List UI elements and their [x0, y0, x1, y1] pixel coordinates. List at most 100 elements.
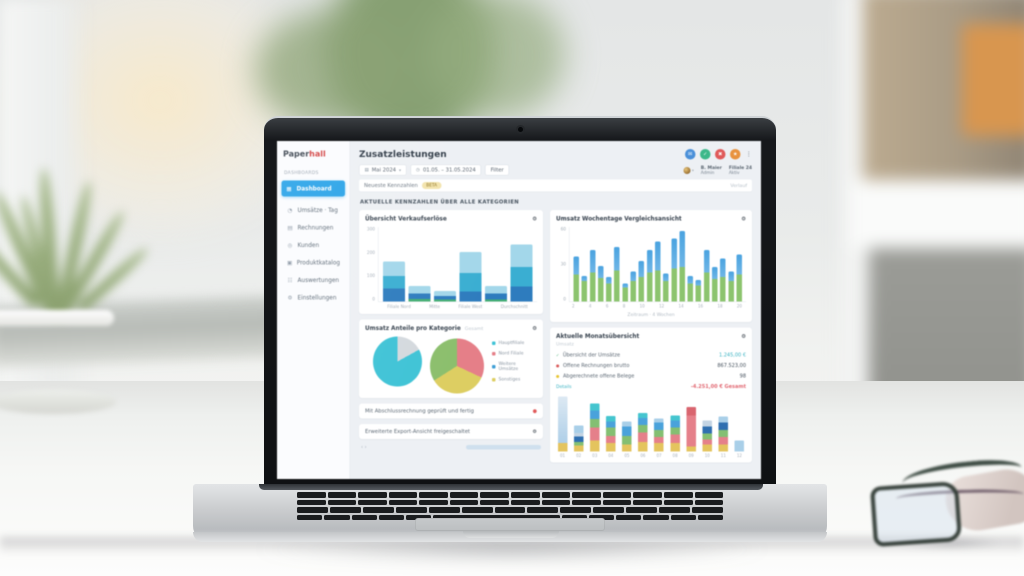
x-tick-label: 04	[608, 453, 614, 459]
key	[588, 514, 614, 520]
bar-segment	[484, 293, 507, 300]
legend-swatch	[491, 377, 496, 382]
sidebar-nav: ▦ Dashboard ◔ Umsätze · Tag ▤ Rechnungen ◎ Kund…	[281, 180, 345, 306]
y-tick-label: 300	[366, 227, 375, 232]
sidebar-item-dashboard[interactable]: ▦ Dashboard	[281, 180, 345, 197]
sidebar-item-einstellungen[interactable]: ⚙ Einstellungen	[283, 290, 344, 305]
alert-dot-icon[interactable]: ●	[532, 408, 537, 414]
bar-segment-green	[646, 272, 653, 302]
bar	[408, 286, 431, 302]
bar-segment-blue	[638, 260, 645, 277]
stat-label: Offene Rechnungen brutto	[562, 363, 630, 369]
gear-icon[interactable]: ⚙	[532, 325, 537, 332]
laptop-base	[193, 484, 827, 542]
key	[297, 507, 328, 513]
bar-segment	[459, 272, 482, 292]
bar	[671, 238, 677, 302]
key	[358, 492, 387, 498]
filter-chip-mai-2024[interactable]: ▤ Mai 2024 ▾	[359, 164, 407, 176]
bar-segment	[718, 422, 728, 430]
webcam-icon	[518, 127, 523, 132]
stat-rows: ✓ Übersicht der Umsätze 1.245,00 € ● Offene …	[556, 350, 746, 382]
keyboard-row	[297, 507, 723, 513]
mail-icon[interactable]: ✉	[685, 149, 696, 160]
x-tick-label: Filiale Nord	[387, 304, 411, 310]
legend-label: Hauptfiliale	[498, 340, 525, 346]
settings-icon: ⚙	[287, 294, 293, 301]
x-tick-label: 10	[704, 453, 710, 459]
bar-segment	[590, 403, 600, 411]
app-logo[interactable]: Paperhall	[283, 149, 344, 159]
panel-revenue-by-branch: Übersicht Verkaufserlöse ⚙ 300 200 100 0 Fi…	[359, 210, 543, 314]
gear-icon[interactable]: ⚙	[532, 215, 537, 223]
y-tick-label: 0	[563, 297, 566, 302]
beta-badge: BETA	[421, 182, 442, 189]
sidebar-item-produktkatalog[interactable]: ▣ Produktkatalog	[283, 255, 344, 270]
bar-segment-green	[695, 285, 702, 302]
pagination-row: ‹ ›	[359, 444, 543, 451]
gear-icon[interactable]: ⚙	[741, 333, 746, 340]
more-menu-icon[interactable]: ⋮	[745, 150, 753, 159]
filter-row: ▤ Mai 2024 ▾ ◷ 01.05. – 31.05.2024 Filter ▾ B…	[359, 164, 752, 176]
bar-segment	[510, 244, 533, 267]
bar-segment-green	[581, 281, 588, 302]
bar	[622, 283, 628, 302]
stat-value: 1.245,00 €	[718, 352, 746, 359]
filter-chip-01-05-31-05-2024[interactable]: ◷ 01.05. – 31.05.2024	[410, 164, 482, 176]
section-heading: AKTUELLE KENNZAHLEN ÜBER ALLE KATEGORIEN	[360, 199, 520, 205]
key	[633, 499, 662, 505]
bar-segment	[590, 427, 600, 441]
key	[449, 499, 479, 505]
gear-icon[interactable]: ⚙	[532, 428, 537, 435]
bar	[459, 252, 482, 302]
list-item[interactable]: Erweiterte Export-Ansicht freigeschaltet…	[359, 424, 543, 439]
notice-link[interactable]: Verlauf	[730, 182, 747, 189]
key	[560, 507, 592, 513]
key	[388, 499, 418, 505]
pagination-arrows[interactable]: ‹ ›	[361, 444, 367, 451]
chevron-down-icon: ▾	[692, 168, 694, 173]
stat-row-abgerechnete-offene-belege[interactable]: ● Abgerechnete offene Belege 98	[556, 371, 746, 382]
bar-segment-blue	[614, 246, 620, 271]
account-switcher[interactable]: ▾	[683, 167, 694, 174]
bar-segment-green	[597, 277, 604, 302]
filter-chip-filter[interactable]: Filter	[485, 164, 510, 176]
right-column: Umsatz Wochentage Vergleichsansicht ⚙ 60…	[550, 210, 752, 463]
filter-chip-label: 01.05. – 31.05.2024	[422, 167, 476, 173]
bar	[614, 246, 620, 302]
bar-segment	[606, 435, 616, 444]
list-item[interactable]: Mit Abschlussrechnung geprüft und fertig…	[359, 403, 543, 419]
details-link[interactable]: Details	[556, 384, 572, 390]
sidebar-item-kunden[interactable]: ◎ Kunden	[283, 238, 344, 253]
stat-row-offene-rechnungen-brutto[interactable]: ● Offene Rechnungen brutto 867.523,00	[556, 361, 746, 372]
sidebar-item-rechnungen[interactable]: ▤ Rechnungen	[283, 220, 344, 235]
key	[602, 499, 632, 505]
dashboard-ui: Paperhall DASHBOARDS ▦ Dashboard ◔ Umsätze …	[277, 141, 761, 479]
stat-value: 98	[739, 373, 746, 380]
legend-item-sonstiges: Sonstiges	[491, 377, 536, 382]
bar-segment	[590, 440, 600, 452]
x-tick-label: 03	[592, 453, 598, 459]
gear-icon[interactable]: ⚙	[741, 215, 746, 223]
notice-bar[interactable]: Neueste Kennzahlen BETA Verlauf	[359, 179, 752, 192]
org-info[interactable]: Filiale 24 Aktiv	[729, 166, 752, 176]
key	[327, 492, 357, 498]
star-icon[interactable]: ★	[730, 149, 741, 160]
bar-segment-blue	[712, 267, 718, 279]
sidebar-item-auswertungen[interactable]: ☷ Auswertungen	[283, 273, 344, 288]
stat-row-bersicht-der-ums-tze[interactable]: ✓ Übersicht der Umsätze 1.245,00 €	[556, 350, 746, 361]
sidebar-item-label: Kunden	[297, 241, 320, 249]
scrollbar[interactable]	[466, 445, 541, 450]
bar	[622, 421, 632, 452]
sidebar-item-ums-tze-tag[interactable]: ◔ Umsätze · Tag	[283, 203, 344, 218]
alert-icon[interactable]: ✖	[715, 149, 726, 160]
check-icon[interactable]: ✓	[700, 149, 711, 160]
bar	[434, 291, 457, 302]
key	[494, 507, 526, 513]
stat-marker-icon: ✓	[556, 353, 560, 358]
key	[541, 492, 571, 498]
user-info[interactable]: B. Maier Admin	[701, 166, 722, 176]
legend-swatch	[491, 351, 496, 356]
bar-segment	[383, 276, 406, 289]
bar	[638, 260, 645, 302]
